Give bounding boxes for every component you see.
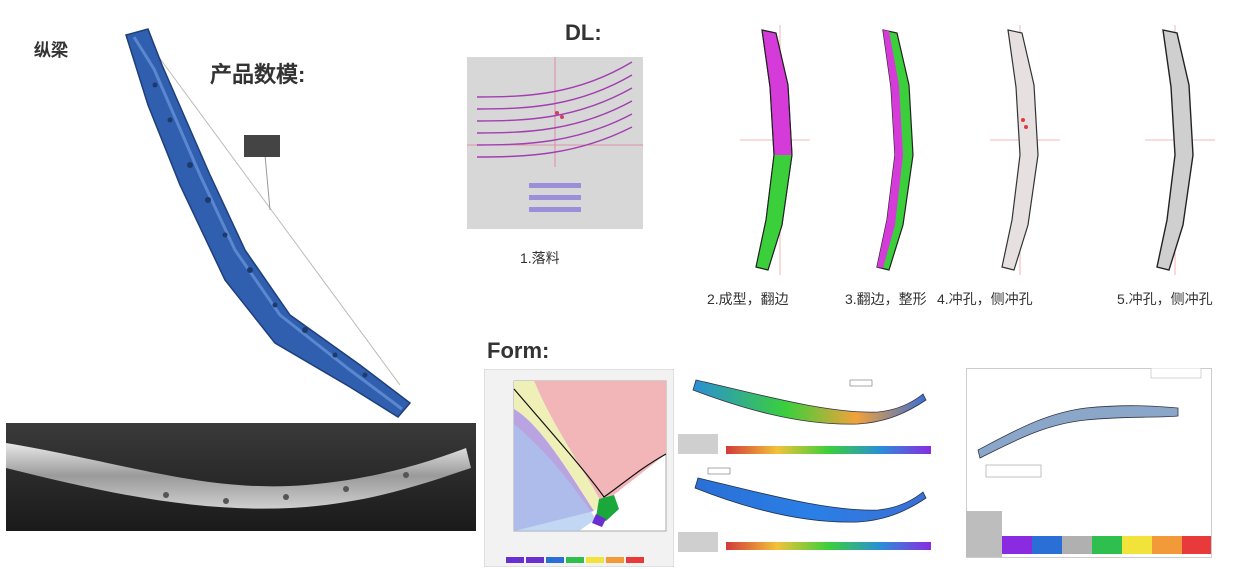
part-name-label: 纵梁 [34, 41, 68, 60]
thinning-contour-top [678, 379, 931, 454]
product-model-title: 产品数模: [210, 62, 306, 87]
callout-box [244, 135, 280, 157]
step-5-piercing-view [1145, 25, 1215, 275]
step-4-label: 4.冲孔，侧冲孔 [937, 291, 1033, 307]
thickness-contour-bottom [678, 467, 931, 552]
formability-legend [1002, 536, 1211, 554]
formability-result-panel [966, 368, 1212, 558]
step-2-forming-view [740, 25, 810, 275]
step-3-flanging-view [876, 29, 914, 271]
step-5-label: 5.冲孔，侧冲孔 [1117, 291, 1213, 307]
dl-title: DL: [565, 20, 602, 45]
blanking-layout-view [467, 57, 643, 229]
part-photo [6, 423, 476, 531]
step-3-label: 3.翻边，整形 [845, 291, 927, 307]
step-2-label: 2.成型，翻边 [707, 291, 789, 307]
form-title: Form: [487, 338, 550, 363]
product-model-3d-view [125, 28, 412, 418]
step-1-label: 1.落料 [520, 250, 560, 266]
step-4-piercing-view [990, 25, 1060, 275]
forming-limit-diagram [484, 369, 674, 567]
